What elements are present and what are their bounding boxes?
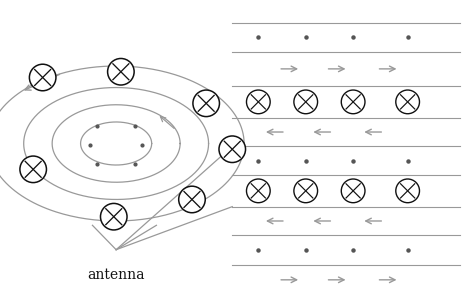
Circle shape bbox=[29, 64, 56, 91]
Circle shape bbox=[108, 59, 134, 85]
Circle shape bbox=[20, 156, 46, 183]
Circle shape bbox=[396, 90, 419, 114]
Circle shape bbox=[294, 179, 318, 203]
Circle shape bbox=[179, 186, 205, 213]
Circle shape bbox=[294, 90, 318, 114]
Circle shape bbox=[246, 90, 270, 114]
Circle shape bbox=[246, 179, 270, 203]
Circle shape bbox=[341, 179, 365, 203]
Text: antenna: antenna bbox=[87, 268, 145, 282]
Circle shape bbox=[341, 90, 365, 114]
Circle shape bbox=[193, 90, 219, 117]
Circle shape bbox=[396, 179, 419, 203]
Circle shape bbox=[219, 136, 246, 162]
Circle shape bbox=[100, 203, 127, 230]
